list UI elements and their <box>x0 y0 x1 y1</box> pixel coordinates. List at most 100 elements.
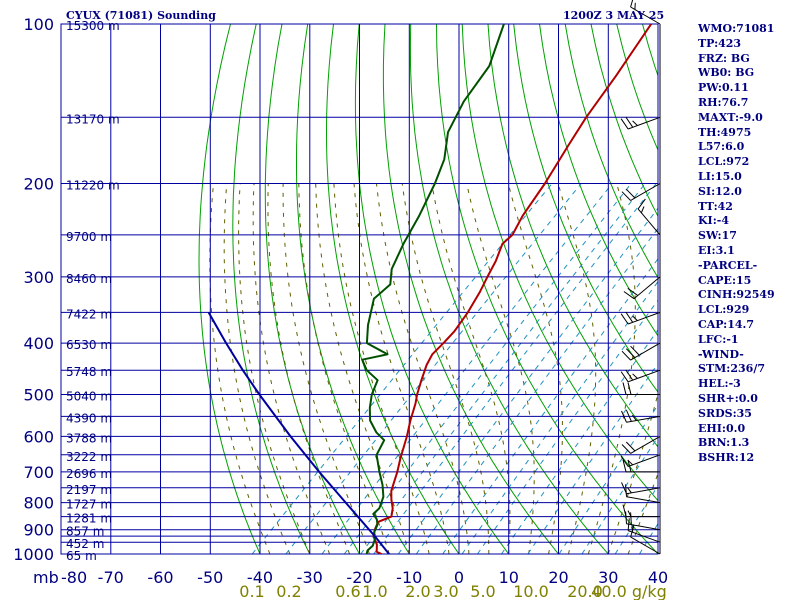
moist-adiabat <box>267 183 350 554</box>
stat-sw: SW:17 <box>698 229 737 243</box>
barb-feather <box>640 206 645 213</box>
barb-feather <box>627 287 639 296</box>
station-title: CYUX (71081) Sounding <box>66 9 216 22</box>
dry-adiabat <box>325 24 460 554</box>
moist-adiabat <box>333 183 430 554</box>
wind-barb <box>622 504 660 518</box>
barb-staff <box>627 454 661 467</box>
pressure-tick-label: 800 <box>23 494 54 513</box>
parcel-heading: -PARCEL- <box>698 258 758 272</box>
dry-adiabat <box>296 24 410 554</box>
height-label: 452 m <box>66 537 104 551</box>
pressure-tick-label: 600 <box>23 427 54 446</box>
stat-tp: TP:423 <box>698 36 742 50</box>
mixing-ratio-label: 5.0 <box>470 582 495 600</box>
stat-si: SI:12.0 <box>698 184 742 198</box>
mb-label: mb <box>33 568 59 587</box>
barb-staff <box>630 435 661 454</box>
stat-cap: CAP:14.7 <box>698 317 755 331</box>
dry-adiabat <box>436 24 658 554</box>
height-label: 3788 m <box>66 431 112 445</box>
dry-adiabat <box>513 24 658 393</box>
stat-ehi: EHI:0.0 <box>698 421 746 435</box>
temperature-tick-label: 20 <box>548 568 568 587</box>
barb-feather <box>625 188 636 199</box>
dry-adiabat <box>382 24 560 554</box>
pressure-tick-label: 1000 <box>13 545 54 564</box>
stat-ei: EI:3.1 <box>698 243 735 257</box>
pressure-temperature-grid <box>60 23 659 555</box>
barb-staff <box>627 311 661 325</box>
barb-feather <box>627 382 632 395</box>
moist-adiabat <box>209 183 271 554</box>
moist-adiabat <box>223 183 291 554</box>
moist-adiabat <box>431 183 511 554</box>
barb-feather <box>631 414 637 421</box>
wind-barb <box>620 369 661 383</box>
temperature-tick-label: -30 <box>297 568 323 587</box>
mixing-ratio-line <box>285 183 582 554</box>
pressure-tick-label: 700 <box>23 463 54 482</box>
stat-shr: SHR+:0.0 <box>698 391 758 405</box>
wind-barb <box>621 183 661 201</box>
barb-feather <box>637 198 646 210</box>
height-label: 11220 m <box>66 179 120 193</box>
barb-feather <box>622 504 627 517</box>
temperature-tick-label: -70 <box>98 568 124 587</box>
wind-barb <box>621 342 661 361</box>
height-label: 13170 m <box>66 112 120 126</box>
height-label: 5040 m <box>66 389 112 403</box>
moist-adiabat <box>557 183 597 554</box>
barb-feather <box>630 512 632 525</box>
height-label: 65 m <box>66 549 97 563</box>
dry-adiabat <box>198 24 261 554</box>
dry-adiabat <box>264 24 361 554</box>
stat-lfc: LFC:-1 <box>698 332 739 346</box>
barb-feather <box>621 482 627 494</box>
barb-staff <box>630 342 661 361</box>
barb-feather <box>626 487 632 494</box>
moist-adiabat <box>607 392 658 554</box>
stat-th: TH:4975 <box>698 125 752 139</box>
barb-feather <box>621 444 631 454</box>
stat-pw: PW:0.11 <box>698 81 749 95</box>
mixing-ratio-label: 1.0 <box>362 582 387 600</box>
barb-staff <box>626 487 661 495</box>
barb-staff <box>637 208 661 236</box>
barb-feather <box>621 350 631 361</box>
barb-feather <box>627 510 632 517</box>
barb-feather <box>627 459 634 466</box>
stat-l57: L57:6.0 <box>698 140 745 154</box>
wind-barbs <box>620 0 661 555</box>
stat-stm: STM:236/7 <box>698 362 765 376</box>
sounding-indices-panel: WMO:71081 TP:423 FRZ: BG WB0: BG PW:0.11… <box>698 22 775 466</box>
stat-frz: FRZ: BG <box>698 51 750 65</box>
valid-time: 1200Z 3 MAY 25 <box>563 9 665 22</box>
mixing-ratio-line <box>321 183 613 554</box>
sounding-traces <box>207 24 653 554</box>
dry-adiabat <box>539 24 658 337</box>
stat-srds: SRDS:35 <box>698 406 752 420</box>
parcel-trace <box>207 311 391 554</box>
moist-adiabat <box>298 183 390 554</box>
height-label: 5748 m <box>66 365 112 379</box>
mixing-ratio-labels: 0.1 0.2 0.6 1.0 2.0 3.0 5.0 10.0 20.040.0 g/kg <box>239 582 667 600</box>
stat-li: LI:15.0 <box>698 169 742 183</box>
dry-adiabat <box>771 24 800 565</box>
moist-adiabat <box>401 183 490 554</box>
moist-adiabat <box>238 183 311 554</box>
dry-adiabat <box>354 24 510 554</box>
height-label: 3222 m <box>66 450 112 464</box>
mixing-ratio-label: 0.6 <box>335 582 360 600</box>
height-label: 8460 m <box>66 272 112 286</box>
temperature-tick-label: -40 <box>247 568 273 587</box>
wind-barb <box>625 484 661 504</box>
temperature-tick-label: -10 <box>396 568 422 587</box>
mixing-ratio-label: 20.0 <box>567 582 603 600</box>
mixing-ratio-line <box>360 183 646 554</box>
temperature-axis-labels: mb -80 -70 -60 -50 -40 -30 -20 -10 0 10 20 30 40 <box>33 568 668 587</box>
barb-feather <box>620 313 629 325</box>
pressure-axis-labels: 100 200 300 400 500 600 700 800 900 1000 <box>13 15 54 564</box>
barb-feather <box>621 191 631 201</box>
temperature-tick-label: -20 <box>346 568 372 587</box>
